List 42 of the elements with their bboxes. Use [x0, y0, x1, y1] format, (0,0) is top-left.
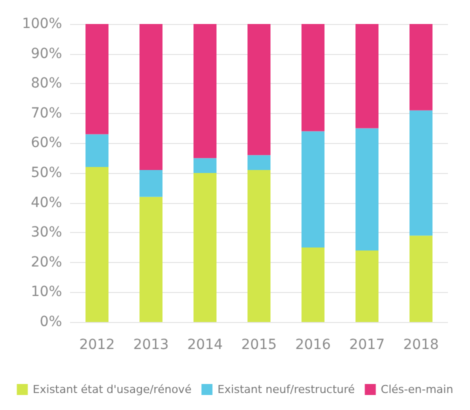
- bar: [302, 131, 324, 248]
- y-tick-label: 0%: [40, 314, 62, 330]
- y-tick-label: 70%: [30, 105, 62, 122]
- bar: [86, 24, 108, 134]
- x-tick-label: 2012: [79, 337, 115, 353]
- legend-label: Existant neuf/restructuré: [217, 383, 356, 396]
- bar: [248, 155, 270, 170]
- y-tick-label: 40%: [30, 194, 62, 211]
- y-tick-label: 90%: [30, 46, 62, 62]
- bar: [410, 24, 432, 110]
- y-tick-label: 80%: [30, 76, 62, 92]
- bar: [140, 170, 162, 197]
- bar: [248, 24, 270, 156]
- bar: [356, 250, 378, 322]
- x-tick-label: 2017: [349, 337, 385, 353]
- bar: [410, 110, 432, 236]
- bar: [140, 24, 162, 170]
- bar: [86, 134, 108, 168]
- bar: [86, 167, 108, 322]
- x-tick-label: 2016: [295, 337, 331, 353]
- y-tick-label: 50%: [30, 165, 62, 181]
- bar: [356, 24, 378, 128]
- bar: [410, 236, 432, 322]
- bar: [194, 173, 216, 322]
- bar: [248, 170, 270, 322]
- legend-label: Existant état d'usage/rénové: [32, 383, 192, 396]
- y-tick-label: 20%: [30, 254, 62, 270]
- bar: [356, 128, 378, 250]
- bar: [194, 158, 216, 173]
- bar: [140, 196, 162, 322]
- x-tick-label: 2014: [187, 337, 223, 353]
- y-tick-label: 100%: [22, 16, 62, 32]
- bar: [302, 248, 324, 322]
- x-tick-label: 2018: [403, 337, 439, 353]
- bar: [302, 24, 324, 132]
- x-tick-label: 2015: [241, 337, 277, 353]
- legend-label: Clés-en-main: [380, 383, 454, 396]
- y-tick-label: 60%: [30, 135, 62, 152]
- bar: [194, 24, 216, 158]
- y-tick-label: 10%: [30, 284, 62, 300]
- y-tick-label: 30%: [30, 224, 62, 241]
- x-tick-label: 2013: [133, 337, 169, 353]
